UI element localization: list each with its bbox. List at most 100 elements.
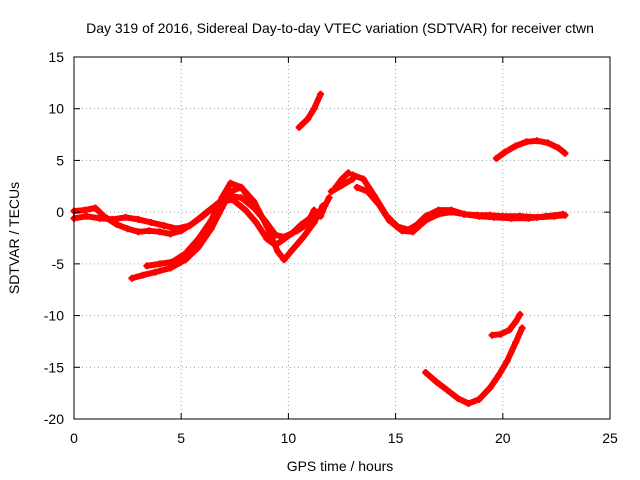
data-point [237, 183, 245, 191]
data-point [147, 218, 155, 226]
data-point [464, 399, 472, 407]
series-track-line [296, 91, 324, 131]
data-series [70, 90, 569, 407]
data-point [321, 202, 329, 210]
y-tick-label: -15 [44, 359, 64, 375]
data-point [289, 245, 297, 253]
series-track-line [354, 184, 566, 235]
series-track-12 [488, 311, 524, 339]
data-point [128, 274, 136, 282]
data-point [227, 179, 235, 187]
data-point [181, 256, 189, 264]
data-point [263, 223, 271, 231]
data-point [259, 214, 267, 222]
data-point [325, 194, 333, 202]
series-track-4 [143, 179, 267, 270]
data-point [525, 214, 533, 222]
data-point [143, 262, 151, 270]
x-tick-label: 15 [388, 430, 404, 446]
series-track-9 [349, 171, 569, 234]
data-point [274, 247, 282, 255]
data-point [409, 228, 417, 236]
data-point [295, 123, 303, 131]
data-point [145, 227, 153, 235]
data-point [432, 378, 440, 386]
series-track-line [71, 192, 322, 240]
data-point [385, 216, 393, 224]
data-point [109, 215, 117, 223]
axes: 0 5 10 15 20 25 -20 -15 -10 -5 0 5 10 15 [44, 49, 618, 446]
x-tick-label: 0 [70, 430, 78, 446]
data-point [516, 311, 524, 319]
data-point [518, 324, 526, 332]
data-point [398, 227, 406, 235]
data-point [299, 233, 307, 241]
chart-title: Day 319 of 2016, Sidereal Day-to-day VTE… [86, 20, 594, 36]
data-point [280, 233, 288, 241]
data-point [422, 368, 430, 376]
data-point [121, 213, 129, 221]
y-axis-label: SDTVAR / TECUs [6, 182, 22, 294]
series-track-line [349, 171, 568, 233]
y-tick-label: 10 [48, 101, 64, 117]
data-point [199, 212, 207, 220]
data-point [475, 395, 483, 403]
data-point [542, 212, 550, 220]
data-point [503, 357, 511, 365]
data-point [555, 144, 563, 152]
y-tick-label: 5 [56, 152, 64, 168]
data-point [512, 142, 520, 150]
data-point [160, 222, 168, 230]
data-point [349, 171, 357, 179]
series-track-2 [70, 192, 322, 241]
data-point [293, 227, 301, 235]
data-point [434, 210, 442, 218]
data-point [447, 208, 455, 216]
x-tick-label: 10 [281, 430, 297, 446]
data-point [317, 90, 325, 98]
y-tick-label: -20 [44, 411, 64, 427]
y-tick-label: 0 [56, 204, 64, 220]
data-point [327, 187, 335, 195]
data-point [166, 230, 174, 238]
data-point [194, 235, 202, 243]
data-point [544, 139, 552, 147]
x-tick-label: 5 [177, 430, 185, 446]
data-point [512, 338, 520, 346]
data-point [488, 331, 496, 339]
series-track-5 [295, 90, 325, 131]
data-point [359, 175, 367, 183]
data-point [134, 228, 142, 236]
series-track-line [493, 137, 568, 162]
data-point [134, 215, 142, 223]
data-point [139, 271, 147, 279]
data-point [501, 148, 509, 156]
data-point [194, 243, 202, 251]
data-point [280, 256, 288, 264]
data-point [460, 210, 468, 218]
data-point [248, 198, 256, 206]
series-track-13 [492, 137, 569, 162]
x-tick-label: 25 [602, 430, 618, 446]
data-point [113, 221, 121, 229]
series-track-10 [353, 183, 567, 236]
data-point [156, 260, 164, 268]
x-tick-label: 20 [495, 430, 511, 446]
data-point [505, 326, 513, 334]
data-point [83, 212, 91, 220]
data-point [91, 204, 99, 212]
data-point [166, 264, 174, 272]
data-point [310, 105, 318, 113]
data-point [492, 154, 500, 162]
data-point [475, 212, 483, 220]
data-point [522, 138, 530, 146]
data-point [252, 218, 260, 226]
y-tick-label: -5 [52, 256, 65, 272]
data-point [486, 384, 494, 392]
series-track-line [422, 325, 526, 407]
grid-lines [74, 57, 610, 419]
data-point [96, 214, 104, 222]
data-point [559, 210, 567, 218]
data-point [353, 183, 361, 191]
